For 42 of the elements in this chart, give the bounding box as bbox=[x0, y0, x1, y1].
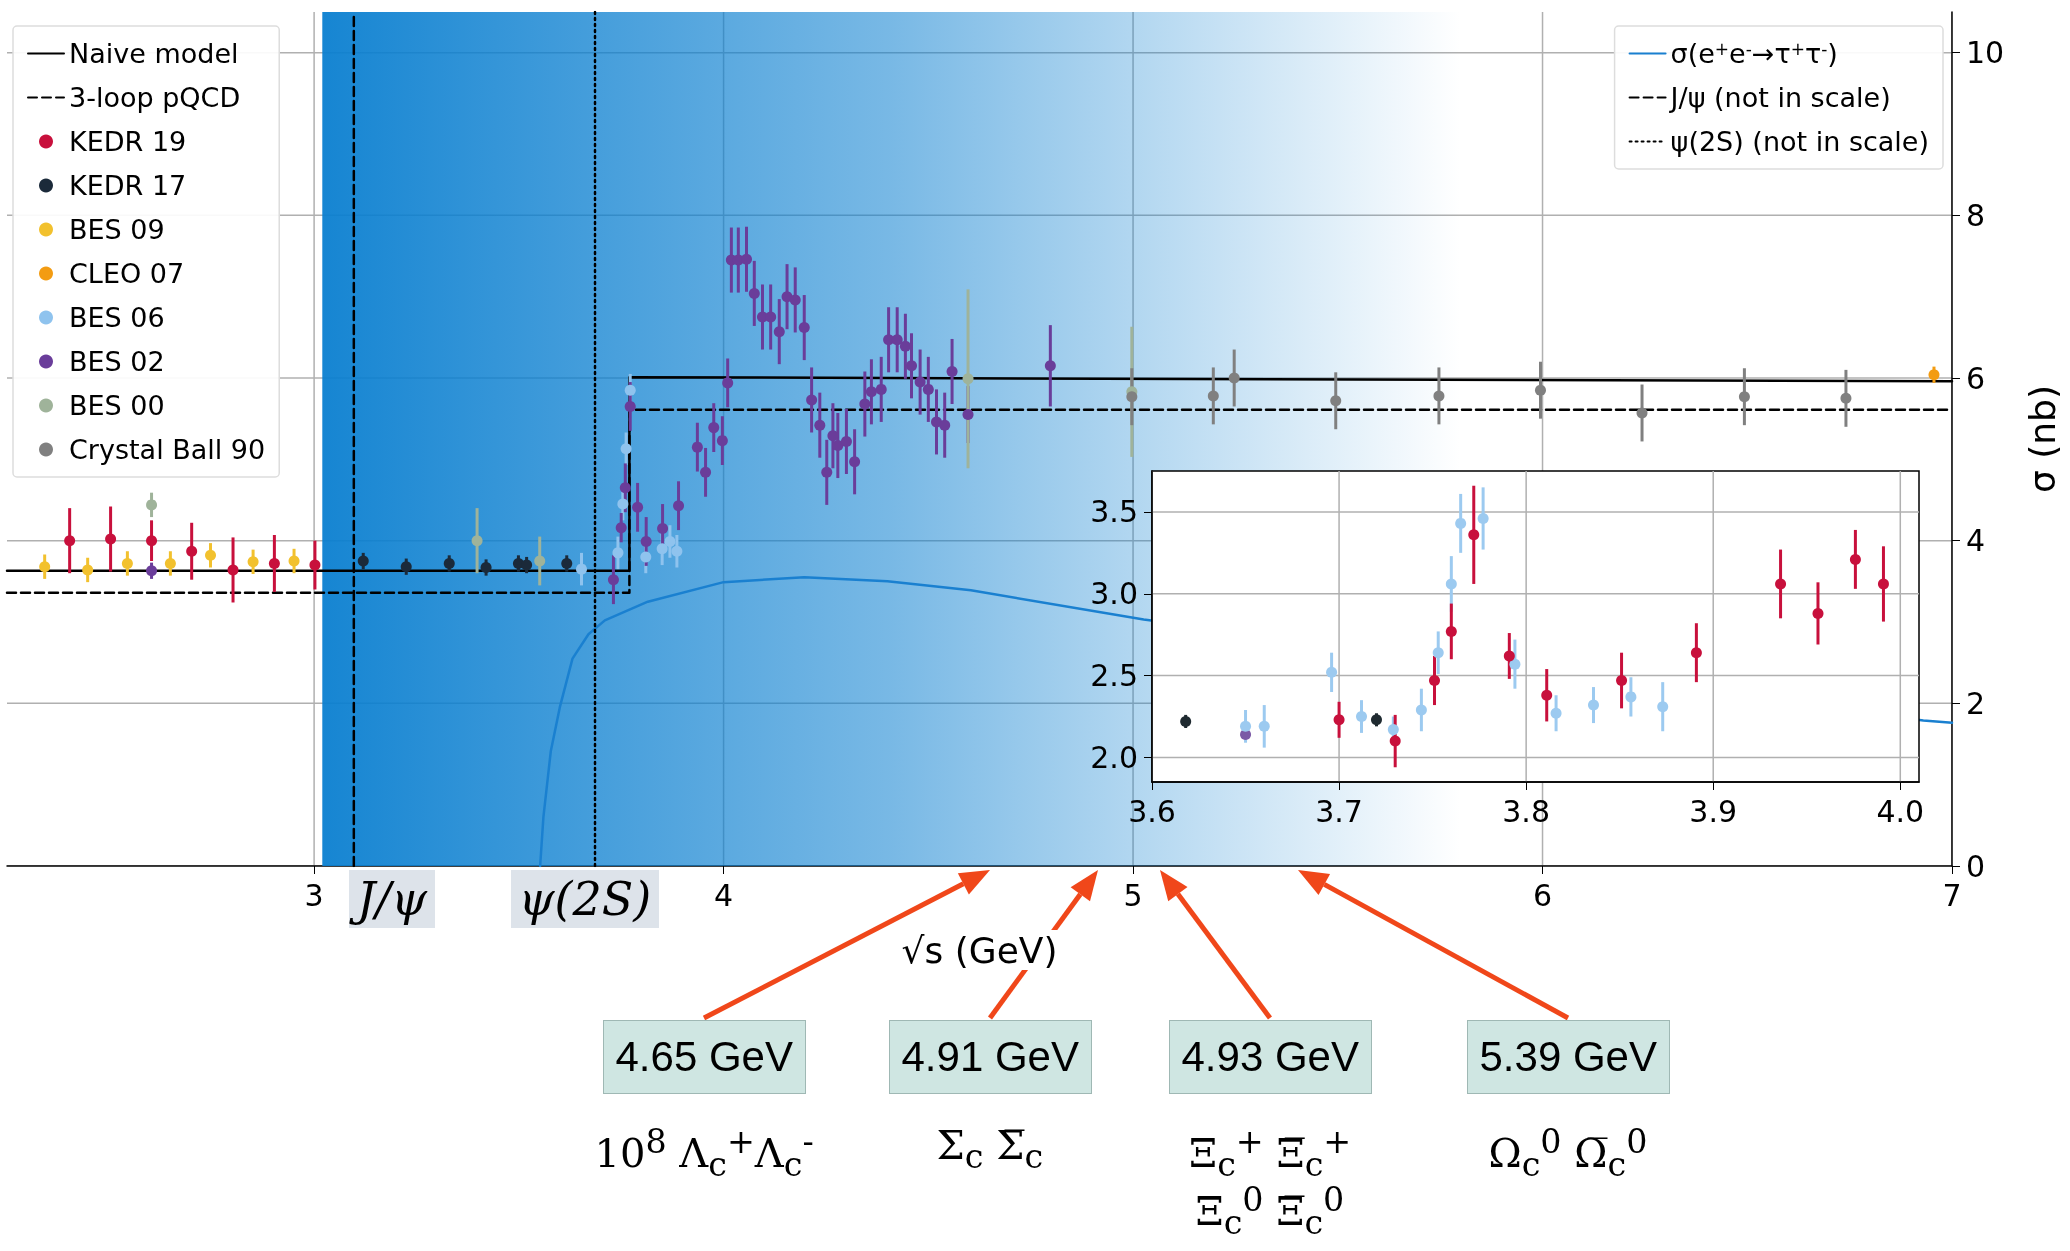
legend-label: 3-loop pQCD bbox=[69, 82, 241, 113]
x-tick-label: 3.9 bbox=[1689, 793, 1738, 829]
text: J/ψ bbox=[349, 870, 436, 928]
x-tick-label: 3.7 bbox=[1315, 793, 1363, 829]
legend-label: KEDR 17 bbox=[69, 170, 187, 201]
text: 4.65 GeV bbox=[602, 1020, 806, 1094]
y-tick-label: 6 bbox=[1966, 360, 1986, 396]
text: 4.91 GeV bbox=[888, 1020, 1092, 1094]
y-tick-label: 4 bbox=[1966, 523, 1986, 559]
x-tick-label: 4 bbox=[714, 877, 734, 913]
x-tick-label: 5 bbox=[1123, 877, 1143, 913]
legend-label: BES 02 bbox=[69, 346, 165, 377]
y-tick-label: 0 bbox=[1966, 848, 1986, 884]
y-axis-title: σ (nb) bbox=[2021, 384, 2063, 494]
legend-label: Naive model bbox=[69, 38, 239, 69]
text: 4.93 GeV bbox=[1168, 1020, 1372, 1094]
legend-label: CLEO 07 bbox=[69, 258, 185, 289]
y-tick-label: 2.0 bbox=[1090, 739, 1138, 775]
y-tick-label: 2.5 bbox=[1090, 658, 1138, 694]
text: 5.39 GeV bbox=[1466, 1020, 1670, 1094]
legend-label: BES 09 bbox=[69, 214, 165, 245]
y-tick-label: 3.0 bbox=[1090, 576, 1138, 612]
x-tick-label: 3.6 bbox=[1128, 793, 1176, 829]
text: ψ(2S) bbox=[510, 870, 660, 928]
x-tick-label: 6 bbox=[1532, 877, 1553, 913]
legend-label: KEDR 19 bbox=[69, 126, 187, 157]
text: Σ$_{c}$ Σ̅$_{c}$ bbox=[936, 1122, 1044, 1176]
y-tick-label: 2 bbox=[1966, 685, 1986, 721]
legend-label: J/ψ (not in scale) bbox=[1668, 82, 1891, 113]
y-tick-label: 8 bbox=[1966, 197, 1986, 233]
legend-label: Crystal Ball 90 bbox=[69, 434, 266, 465]
legend-label: BES 00 bbox=[69, 390, 165, 421]
y-tick-label: 10 bbox=[1966, 35, 2005, 71]
x-tick-label: 4.0 bbox=[1876, 793, 1925, 829]
text: σ(e+e-→τ+τ-) bbox=[1670, 38, 1838, 69]
legend-label: ψ(2S) (not in scale) bbox=[1670, 126, 1930, 157]
x-tick-label: 3.8 bbox=[1502, 793, 1551, 829]
x-axis-title: √s (GeV) bbox=[901, 929, 1058, 971]
y-tick-label: 3.5 bbox=[1090, 494, 1138, 530]
x-tick-label: 3 bbox=[304, 877, 324, 913]
legend-label: BES 06 bbox=[69, 302, 165, 333]
x-tick-label: 7 bbox=[1942, 877, 1962, 913]
